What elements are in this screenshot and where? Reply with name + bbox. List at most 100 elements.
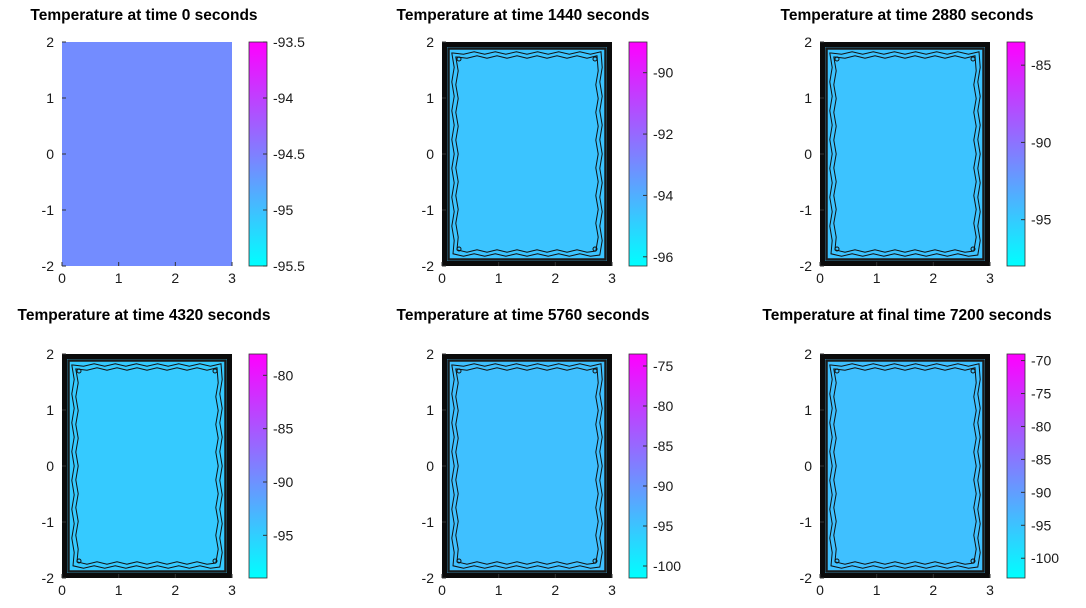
- boundary-contour-band-inner: [67, 359, 227, 573]
- colorbar-tick-label: -93.5: [273, 34, 305, 50]
- corner-contour-2: [970, 368, 976, 374]
- corner-contour-1: [456, 368, 462, 374]
- y-tick-label: -2: [422, 258, 435, 274]
- colorbar-tick-label: -90: [653, 65, 673, 81]
- y-tick-label: 2: [804, 346, 812, 362]
- y-tick-label: -1: [42, 514, 55, 530]
- contour-line-2: [75, 367, 219, 565]
- boundary-contour-band-inner: [825, 359, 985, 573]
- y-tick-label: 0: [804, 146, 812, 162]
- colorbar-tick-label: -100: [653, 558, 681, 574]
- x-tick-label: 0: [58, 582, 66, 598]
- y-tick-label: -1: [422, 514, 435, 530]
- y-tick-label: 2: [426, 34, 434, 50]
- x-tick-label: 2: [551, 582, 559, 598]
- y-tick-label: 0: [46, 146, 54, 162]
- x-tick-label: 3: [228, 270, 236, 286]
- colorbar-tick-label: -80: [273, 367, 293, 383]
- corner-contour-2: [212, 368, 218, 374]
- colorbar-tick-label: -95: [653, 518, 673, 534]
- y-tick-label: -1: [42, 202, 55, 218]
- corner-contour-1: [456, 56, 462, 62]
- x-tick-label: 3: [986, 582, 994, 598]
- corner-contour-2: [592, 56, 598, 62]
- colorbar-tick-label: -90: [1031, 484, 1051, 500]
- heatmap-field: [442, 42, 612, 266]
- x-tick-label: 0: [816, 582, 824, 598]
- y-tick-label: -1: [422, 202, 435, 218]
- contour-line-2: [455, 367, 599, 565]
- x-tick-label: 1: [873, 270, 881, 286]
- y-tick-label: -2: [800, 570, 813, 586]
- x-tick-label: 1: [495, 270, 503, 286]
- colorbar-tick-label: -95: [273, 202, 293, 218]
- colorbar-tick-label: -80: [653, 398, 673, 414]
- colorbar: [628, 353, 648, 579]
- contour-line-1: [451, 363, 603, 569]
- y-tick-label: 1: [804, 402, 812, 418]
- x-tick-label: 2: [929, 270, 937, 286]
- corner-contour-1: [76, 368, 82, 374]
- x-tick-label: 1: [115, 582, 123, 598]
- y-tick-label: -2: [800, 258, 813, 274]
- y-tick-label: 0: [46, 458, 54, 474]
- colorbar-tick-label: -90: [1031, 134, 1051, 150]
- corner-contour-3: [834, 558, 840, 564]
- y-tick-label: -2: [42, 258, 55, 274]
- panel-title: Temperature at time 2880 seconds: [781, 7, 1034, 24]
- colorbar-tick-label: -80: [1031, 418, 1051, 434]
- x-tick-label: 3: [986, 270, 994, 286]
- contour-line-2: [455, 55, 599, 253]
- y-tick-label: 1: [804, 90, 812, 106]
- colorbar-tick-label: -94: [273, 90, 293, 106]
- heatmap-field: [62, 354, 232, 578]
- colorbar-tick-label: -75: [1031, 386, 1051, 402]
- boundary-contour-band-inner: [447, 359, 607, 573]
- y-tick-label: 0: [426, 146, 434, 162]
- y-tick-label: 0: [426, 458, 434, 474]
- x-tick-label: 2: [929, 582, 937, 598]
- colorbar-tick-label: -85: [1031, 451, 1051, 467]
- boundary-contour-band-inner: [825, 47, 985, 261]
- x-tick-label: 1: [873, 582, 881, 598]
- x-tick-label: 3: [608, 270, 616, 286]
- x-tick-label: 0: [58, 270, 66, 286]
- x-tick-label: 3: [608, 582, 616, 598]
- x-tick-label: 1: [115, 270, 123, 286]
- contour-line-2: [833, 55, 977, 253]
- corner-contour-1: [834, 368, 840, 374]
- colorbar-tick-label: -85: [273, 421, 293, 437]
- colorbar-tick-label: -96: [653, 249, 673, 265]
- heatmap-panel-6: Temperature at final time 7200 seconds 0 1…: [762, 307, 1059, 598]
- colorbar-tick-label: -95.5: [273, 258, 305, 274]
- panel-title: Temperature at time 0 seconds: [30, 7, 257, 24]
- contour-line-1: [71, 363, 223, 569]
- y-tick-label: -1: [800, 202, 813, 218]
- panel-title: Temperature at time 1440 seconds: [397, 7, 650, 24]
- colorbar-tick-label: -92: [653, 126, 673, 142]
- corner-contour-3: [76, 558, 82, 564]
- contour-line-1: [451, 51, 603, 257]
- colorbar: [1006, 41, 1026, 267]
- y-tick-label: -2: [42, 570, 55, 586]
- colorbar: [248, 353, 268, 579]
- corner-contour-4: [592, 558, 598, 564]
- y-tick-label: 1: [46, 402, 54, 418]
- heatmap-field: [820, 354, 990, 578]
- y-tick-label: -1: [800, 514, 813, 530]
- y-tick-label: 2: [46, 34, 54, 50]
- x-tick-label: 1: [495, 582, 503, 598]
- colorbar-tick-label: -95: [1031, 517, 1051, 533]
- colorbar-tick-label: -95: [1031, 212, 1051, 228]
- colorbar-tick-label: -70: [1031, 353, 1051, 369]
- corner-contour-4: [212, 558, 218, 564]
- y-tick-label: -2: [422, 570, 435, 586]
- panel-title: Temperature at time 4320 seconds: [18, 307, 271, 324]
- x-tick-label: 2: [171, 270, 179, 286]
- y-tick-label: 0: [804, 458, 812, 474]
- corner-contour-1: [834, 56, 840, 62]
- panel-title: Temperature at final time 7200 seconds: [762, 307, 1051, 324]
